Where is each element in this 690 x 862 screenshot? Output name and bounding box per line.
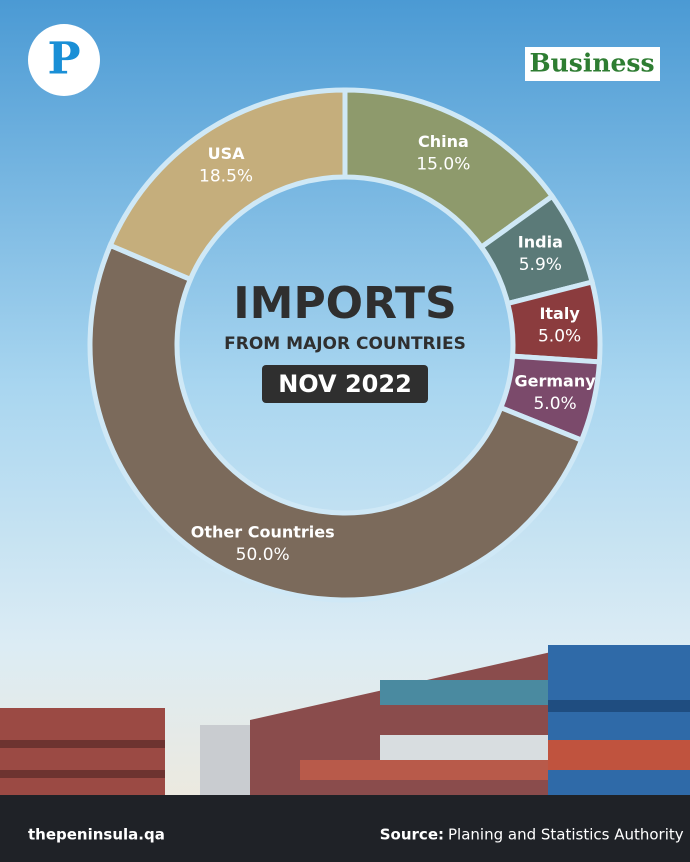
period-badge	[262, 365, 428, 403]
slice-label: Italy	[539, 304, 580, 323]
slice-value: 5.0%	[538, 326, 581, 346]
website: thepeninsula.qa	[28, 826, 165, 844]
slice-value: 5.0%	[533, 394, 576, 414]
logo-badge	[28, 24, 100, 96]
slice	[87, 242, 585, 603]
source: Planing and Statistics Authority	[448, 826, 684, 844]
donut-chart: China 15.0% India 5.9% Italy 5.0% Germany 5.0% O…	[87, 87, 603, 603]
slice-value: 5.9%	[519, 255, 562, 275]
chart-title: IMPORTS	[233, 278, 456, 329]
period-label: NOV 2022	[278, 370, 412, 398]
slice	[106, 87, 348, 283]
source-label: Source:	[380, 826, 444, 844]
container-yard	[0, 645, 690, 862]
slice-value: 18.5%	[199, 166, 253, 186]
slice-label: India	[518, 232, 563, 251]
slice-label: China	[418, 132, 469, 151]
section-badge	[525, 47, 660, 81]
section-label: Business	[529, 49, 654, 78]
logo: P	[47, 34, 80, 85]
slice-value: 15.0%	[416, 154, 470, 174]
slice-value: 50.0%	[236, 545, 290, 565]
chart-subtitle: FROM MAJOR COUNTRIES	[224, 334, 466, 354]
slice-label: USA	[208, 144, 246, 163]
slice-label: Germany	[515, 371, 597, 390]
slice-label: Other Countries	[191, 523, 335, 542]
